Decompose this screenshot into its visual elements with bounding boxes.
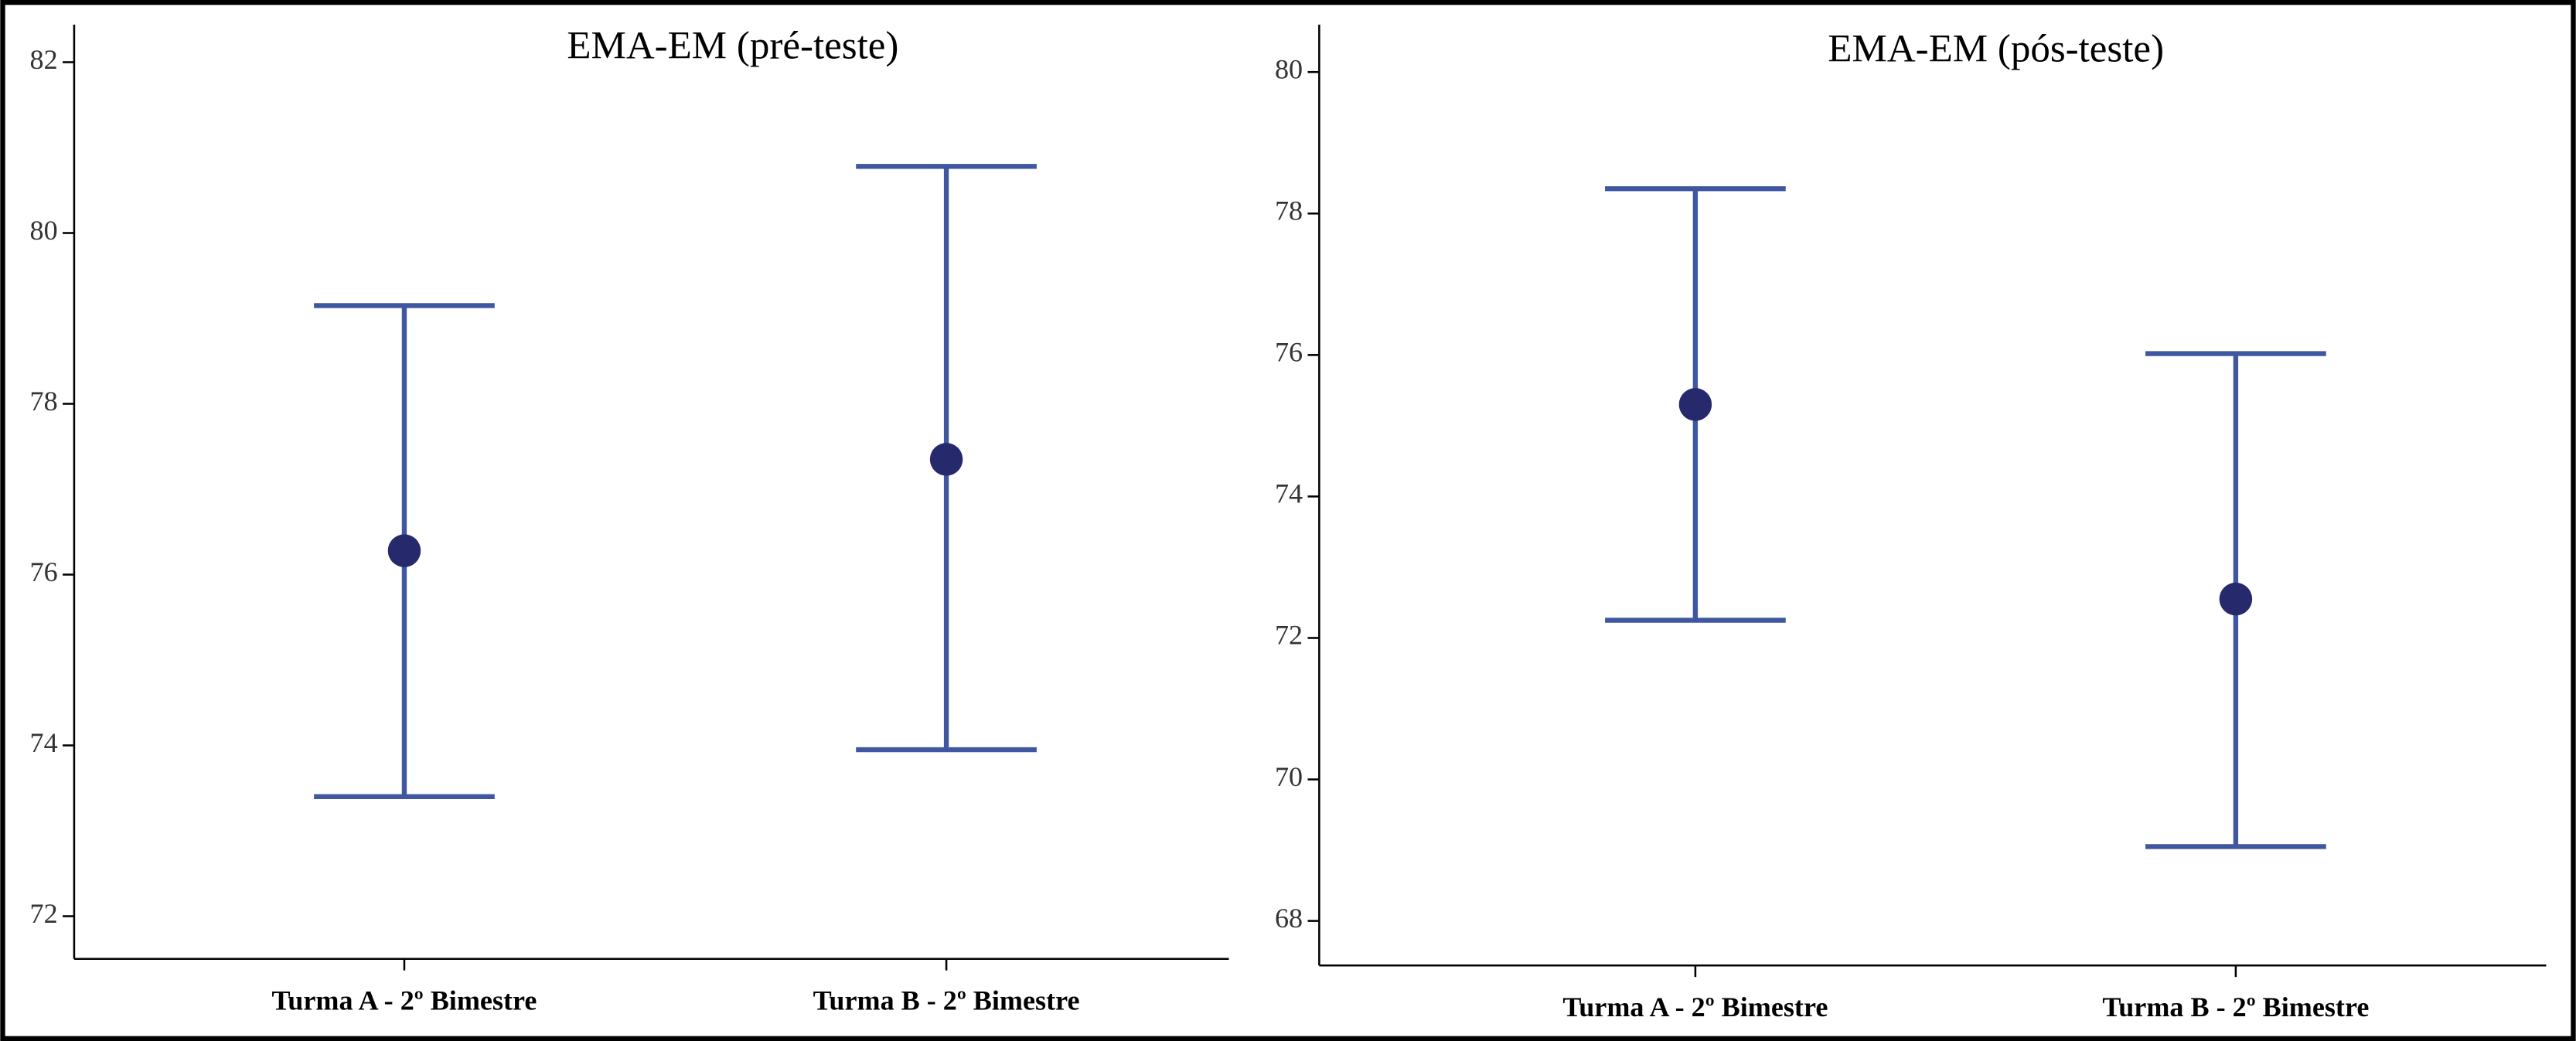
mean-point <box>387 534 421 567</box>
y-tick-label: 74 <box>30 727 58 758</box>
mean-point <box>1678 388 1712 421</box>
y-tick-label: 72 <box>30 898 58 929</box>
y-tick-label: 76 <box>1275 337 1303 368</box>
chart-title: EMA-EM (pré-teste) <box>567 24 898 67</box>
x-tick-label: Turma A - 2º Bimestre <box>1562 992 1828 1022</box>
y-tick-label: 76 <box>30 556 58 587</box>
y-tick-label: 82 <box>30 44 58 75</box>
y-tick-label: 80 <box>30 215 58 246</box>
y-tick-label: 78 <box>1275 196 1303 226</box>
y-tick-label: 74 <box>1275 478 1303 509</box>
y-tick-label: 70 <box>1275 761 1303 792</box>
mean-point <box>929 443 963 476</box>
x-tick-label: Turma B - 2º Bimestre <box>2102 992 2369 1022</box>
y-tick-label: 78 <box>30 386 58 417</box>
x-tick-label: Turma A - 2º Bimestre <box>272 985 537 1015</box>
x-tick-label: Turma B - 2º Bimestre <box>813 985 1080 1015</box>
chart-title: EMA-EM (pós-teste) <box>1828 28 2164 71</box>
y-tick-label: 80 <box>1275 53 1303 84</box>
y-tick-label: 68 <box>1275 903 1303 934</box>
y-tick-label: 72 <box>1275 620 1303 651</box>
mean-point <box>2219 582 2253 616</box>
